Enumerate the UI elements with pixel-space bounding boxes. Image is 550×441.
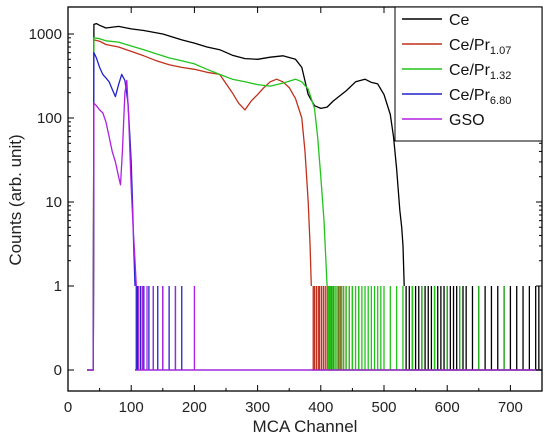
legend-label-1: Ce/Pr1.07 <box>449 37 511 57</box>
x-axis-title: MCA Channel <box>253 417 358 436</box>
y-tick-label-0: 0 <box>54 362 62 379</box>
series-3-line <box>87 51 136 371</box>
series-2 <box>87 37 542 371</box>
ticks-layer: 0 100 200 300 400 500 600 700 0 1 10 100 1000 <box>29 7 542 416</box>
legend-label-2: Ce/Pr1.32 <box>449 62 511 82</box>
y-tick-label-1: 1 <box>54 278 62 295</box>
x-tick-label-7: 700 <box>498 399 523 416</box>
legend-label-0: Ce <box>449 12 470 29</box>
legend: Ce Ce/Pr1.07 Ce/Pr1.32 Ce/Pr6.80 GSO <box>394 6 543 142</box>
legend-label-3: Ce/Pr6.80 <box>449 87 511 107</box>
plot-frame <box>67 6 543 392</box>
x-tick-label-0: 0 <box>64 399 72 416</box>
y-axis-title: Counts (arb. unit) <box>6 134 25 265</box>
x-tick-label-6: 600 <box>435 399 460 416</box>
y-tick-label-4: 1000 <box>29 26 62 43</box>
series-2-line <box>87 37 328 371</box>
series-layer <box>87 22 542 371</box>
x-tick-label-2: 200 <box>182 399 207 416</box>
x-tick-label-3: 300 <box>245 399 270 416</box>
legend-label-4: GSO <box>449 112 485 129</box>
series-0-line <box>87 22 405 371</box>
x-tick-label-5: 500 <box>371 399 396 416</box>
x-tick-label-4: 400 <box>308 399 333 416</box>
series-4-line <box>87 79 137 371</box>
x-tick-label-1: 100 <box>119 399 144 416</box>
series-4 <box>87 79 542 371</box>
y-tick-label-2: 10 <box>45 194 62 211</box>
y-tick-label-3: 100 <box>37 110 62 127</box>
series-1-line <box>87 39 312 371</box>
